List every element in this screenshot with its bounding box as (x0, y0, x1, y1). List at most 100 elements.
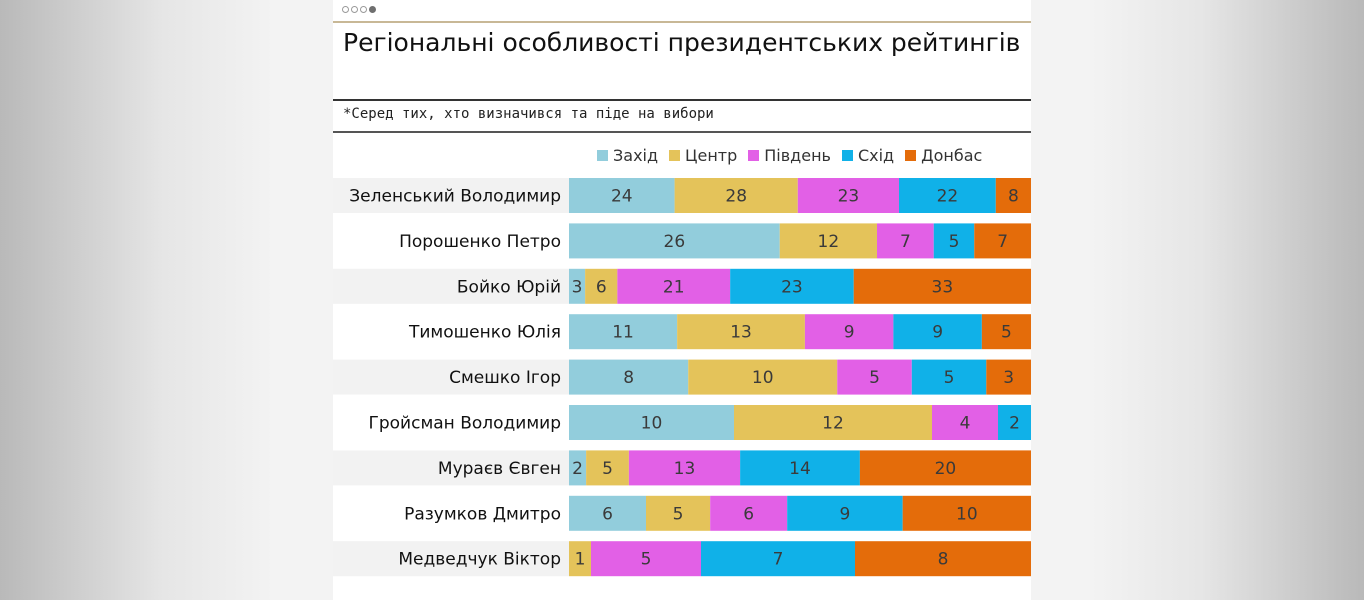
data-label: 5 (673, 504, 684, 524)
bar-segment (797, 178, 899, 213)
data-label: 13 (674, 459, 696, 479)
bar-segment (853, 268, 1031, 304)
legend-swatch (905, 150, 917, 161)
pagination-dots (342, 6, 376, 13)
data-label: 10 (641, 414, 663, 434)
data-label: 9 (844, 323, 855, 343)
bar-segment (688, 359, 838, 395)
legend-item: Центр (669, 146, 737, 165)
bar-segment (779, 223, 877, 259)
data-label: 12 (822, 414, 844, 434)
data-label: 20 (935, 459, 957, 479)
data-label: 2 (572, 459, 583, 479)
bar-segment (617, 268, 731, 304)
category-label: Тимошенко Юлія (408, 323, 561, 343)
bar-segment (877, 223, 934, 259)
data-label: 3 (1003, 368, 1014, 388)
data-label: 3 (572, 277, 583, 297)
bar-segment (787, 495, 903, 531)
bar-segment (911, 359, 987, 395)
data-label: 8 (623, 368, 634, 388)
data-label: 7 (997, 232, 1008, 252)
category-label: Мураєв Євген (438, 459, 561, 479)
legend-item: Захід (597, 146, 658, 165)
data-label: 21 (663, 277, 685, 297)
data-label: 28 (725, 187, 747, 207)
bar-segment (902, 495, 1031, 531)
bar-segment (569, 359, 689, 395)
bar-segment (569, 495, 646, 531)
bar-segment (585, 268, 618, 304)
bar-segment (569, 450, 587, 486)
data-label: 5 (1001, 323, 1012, 343)
bar-segment (932, 405, 998, 440)
category-label: Разумков Дмитро (404, 504, 561, 524)
bar-segment (586, 450, 629, 486)
category-label: Смешко Ігор (449, 368, 561, 388)
data-label: 8 (1008, 187, 1019, 207)
data-label: 8 (938, 550, 949, 570)
row-band (333, 450, 569, 486)
bar-segment (734, 405, 932, 440)
data-label: 5 (944, 368, 955, 388)
data-label: 5 (869, 368, 880, 388)
data-label: 1 (575, 550, 586, 570)
data-label: 23 (838, 187, 860, 207)
legend-swatch (748, 150, 760, 161)
data-label: 10 (956, 504, 978, 524)
bar-segment (986, 359, 1031, 395)
data-label: 14 (789, 459, 811, 479)
data-label: 4 (960, 414, 971, 434)
row-band (333, 359, 569, 395)
pagination-dot[interactable] (342, 6, 349, 13)
category-label: Зеленський Володимир (349, 187, 561, 207)
data-label: 5 (641, 550, 652, 570)
bar-segment (804, 314, 894, 350)
legend-item: Південь (748, 146, 831, 165)
legend-label: Схід (857, 146, 895, 165)
bar-segment (998, 405, 1031, 440)
chart-title: Регіональні особливості президентських р… (343, 28, 1021, 57)
legend-swatch (841, 150, 853, 161)
data-label: 6 (596, 277, 607, 297)
bar-segment (893, 314, 982, 350)
pagination-dot[interactable] (360, 6, 367, 13)
bar-segment (674, 178, 798, 213)
data-label: 6 (602, 504, 613, 524)
bar-segment (591, 541, 701, 577)
legend-item: Донбас (905, 146, 982, 165)
bar-segment (730, 268, 854, 304)
bar-segment (899, 178, 996, 213)
data-label: 9 (840, 504, 851, 524)
row-band (333, 541, 569, 577)
data-label: 5 (602, 459, 613, 479)
data-label: 11 (612, 323, 634, 343)
legend-label: Південь (764, 146, 831, 165)
pagination-dot-active[interactable] (369, 6, 376, 13)
legend-item: Схід (841, 146, 895, 165)
bar-segment (740, 450, 860, 486)
top-rule (333, 21, 1031, 23)
title-rule (333, 99, 1031, 101)
pagination-dot[interactable] (351, 6, 358, 13)
category-label: Гройсман Володимир (368, 414, 561, 434)
bar-segment (628, 450, 741, 486)
bar-segment (569, 268, 586, 304)
category-label: Порошенко Петро (399, 232, 561, 252)
bar-segment (981, 314, 1031, 350)
bar-segment (995, 178, 1031, 213)
bar-segment (569, 541, 591, 577)
data-label: 10 (752, 368, 774, 388)
data-label: 6 (743, 504, 754, 524)
category-label: Медведчук Віктор (398, 550, 561, 570)
data-label: 33 (932, 277, 954, 297)
category-label: Бойко Юрій (457, 277, 561, 297)
data-label: 5 (949, 232, 960, 252)
data-label: 13 (730, 323, 752, 343)
chart-card: Регіональні особливості президентських р… (333, 0, 1031, 600)
data-label: 2 (1009, 414, 1020, 434)
chart-subtitle: *Серед тих, хто визначився та піде на ви… (343, 106, 714, 122)
bar-segment (701, 541, 855, 577)
bar-segment (677, 314, 805, 350)
